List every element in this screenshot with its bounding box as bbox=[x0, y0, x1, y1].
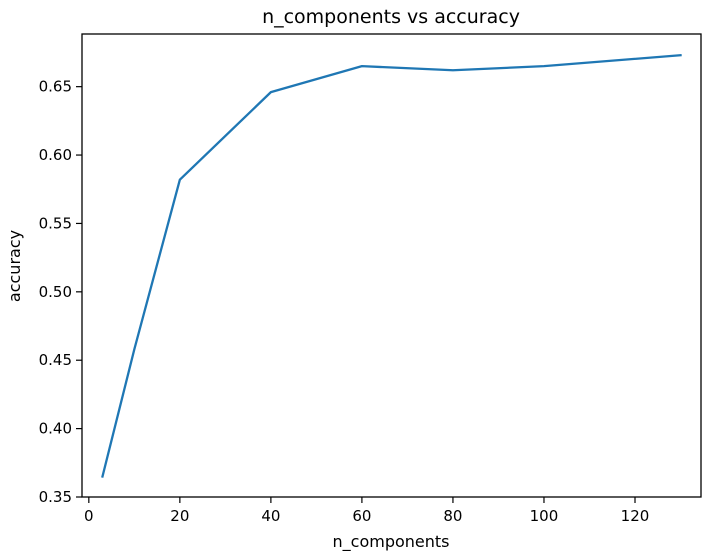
y-tick-label: 0.50 bbox=[39, 283, 72, 301]
chart-title: n_components vs accuracy bbox=[262, 6, 520, 28]
x-axis-ticks: 0 20 40 60 80 100 120 bbox=[84, 497, 649, 525]
plot-area bbox=[101, 53, 682, 478]
y-axis-ticks: 0.35 0.40 0.45 0.50 0.55 0.60 0.65 bbox=[39, 78, 82, 506]
y-tick-label: 0.55 bbox=[39, 214, 72, 232]
x-tick-label: 120 bbox=[621, 507, 650, 525]
x-axis-label: n_components bbox=[333, 532, 450, 552]
y-tick-label: 0.35 bbox=[39, 488, 72, 506]
x-tick-label: 80 bbox=[443, 507, 462, 525]
y-tick-label: 0.60 bbox=[39, 146, 72, 164]
y-tick-label: 0.40 bbox=[39, 420, 72, 438]
x-tick-label: 40 bbox=[261, 507, 280, 525]
x-tick-label: 0 bbox=[84, 507, 94, 525]
plot-frame bbox=[81, 33, 702, 498]
y-tick-label: 0.65 bbox=[39, 78, 72, 96]
x-tick-label: 20 bbox=[170, 507, 189, 525]
series-line bbox=[101, 53, 682, 478]
x-tick-label: 60 bbox=[352, 507, 371, 525]
x-tick-label: 100 bbox=[530, 507, 559, 525]
y-axis-label: accuracy bbox=[5, 230, 24, 302]
y-tick-label: 0.45 bbox=[39, 351, 72, 369]
